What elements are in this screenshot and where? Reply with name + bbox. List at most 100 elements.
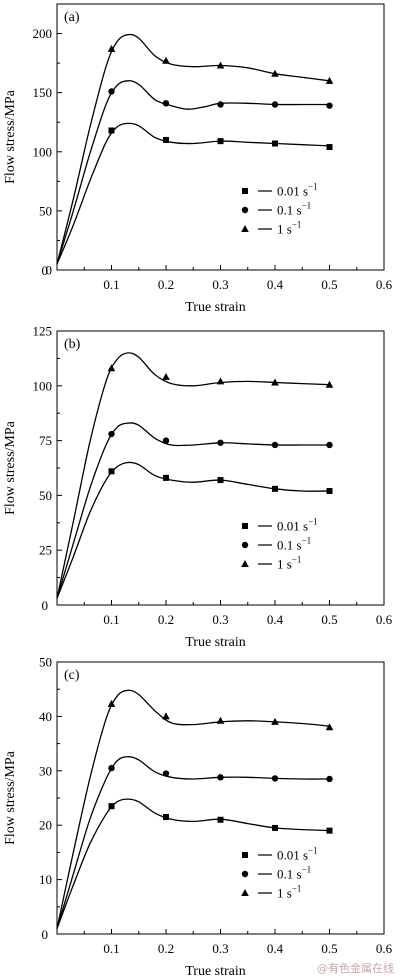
data-point-square	[163, 814, 169, 821]
data-point-triangle	[271, 717, 279, 725]
legend-entry: 0.01 s−1	[277, 182, 318, 199]
origin-label: 0	[42, 263, 49, 278]
data-point-triangle	[325, 380, 334, 388]
y-tick-label: 125	[33, 324, 53, 339]
x-tick-label: 0.5	[321, 941, 337, 956]
data-point-circle	[108, 430, 115, 438]
plot-frame	[56, 661, 385, 935]
data-point-triangle	[107, 699, 116, 707]
x-tick-label: 0.4	[267, 941, 284, 956]
legend-marker-circle	[241, 206, 249, 214]
x-tick-label: 0.1	[103, 277, 119, 292]
legend-marker-circle	[241, 870, 249, 878]
data-point-square	[326, 144, 333, 151]
legend-entry-text: 0.01 s	[277, 519, 308, 534]
data-point-triangle	[162, 56, 170, 64]
watermark-text: @有色金属在线	[317, 962, 394, 975]
legend-marker-circle	[241, 541, 249, 549]
legend-marker-triangle	[241, 560, 249, 567]
x-tick-label: 0.5	[321, 277, 337, 292]
y-tick-label: 100	[33, 378, 53, 393]
y-tick-label: 0	[46, 263, 53, 278]
x-tick-label: 0.6	[376, 612, 393, 627]
series-line-circle	[56, 80, 330, 265]
x-tick-label: 0.3	[212, 612, 228, 627]
series-line-square	[56, 798, 330, 929]
x-tick-label: 0.2	[158, 277, 174, 292]
legend-entry: 0.01 s−1	[277, 846, 318, 863]
data-point-square	[272, 140, 278, 147]
x-tick-label: 0.2	[158, 612, 174, 627]
data-point-circle	[326, 775, 333, 783]
series-line-circle	[56, 422, 330, 599]
data-point-circle	[326, 102, 333, 109]
data-point-square	[326, 488, 333, 495]
legend-entry-superscript: −1	[292, 220, 302, 230]
panel-label: (b)	[64, 337, 81, 352]
data-point-circle	[326, 441, 333, 449]
y-tick-label: 20	[39, 818, 52, 833]
legend-entry-superscript: −1	[302, 201, 312, 211]
series-line-square	[56, 461, 330, 599]
series-line-circle	[56, 756, 330, 929]
data-point-circle	[162, 437, 170, 444]
data-point-square	[108, 468, 115, 475]
series-line-square	[56, 122, 330, 265]
legend-entry-superscript: −1	[308, 182, 318, 192]
data-point-triangle	[107, 364, 116, 372]
data-point-square	[108, 127, 115, 134]
legend-entry-text: 1 s	[277, 886, 292, 901]
legend-entry: 1 s−1	[277, 555, 301, 572]
plot-frame	[56, 3, 385, 271]
data-point-circle	[217, 774, 224, 781]
legend-entry: 0.1 s−1	[277, 536, 311, 553]
y-tick-label: 75	[39, 433, 52, 448]
x-tick-label: 0.1	[103, 612, 119, 627]
x-axis-label: True strain	[185, 635, 246, 650]
legend-entry-text: 0.1 s	[277, 867, 302, 882]
legend-marker-triangle	[241, 889, 249, 896]
legend-entry-superscript: −1	[302, 536, 312, 546]
data-point-square	[217, 477, 224, 484]
legend-marker-triangle	[241, 225, 249, 232]
data-point-circle	[162, 770, 170, 777]
panel-label: (c)	[64, 668, 80, 683]
data-point-circle	[217, 101, 224, 108]
legend-entry: 0.1 s−1	[277, 201, 311, 218]
series-line-triangle	[56, 689, 330, 929]
data-point-circle	[108, 88, 115, 95]
legend-entry: 1 s−1	[277, 220, 301, 237]
data-point-triangle	[216, 716, 225, 724]
y-axis-label: Flow stress/MPa	[3, 420, 18, 515]
y-tick-label: 30	[39, 763, 52, 778]
y-tick-label: 150	[33, 85, 53, 100]
data-point-triangle	[216, 377, 225, 385]
y-axis-label: Flow stress/MPa	[3, 89, 18, 184]
legend-entry: 1 s−1	[277, 884, 301, 901]
data-point-circle	[271, 775, 279, 782]
data-point-square	[217, 138, 224, 145]
legend-entry-text: 0.01 s	[277, 184, 308, 199]
data-point-circle	[217, 439, 224, 446]
legend-entry-superscript: −1	[302, 865, 312, 875]
y-tick-label: 50	[39, 488, 52, 503]
data-point-triangle	[271, 69, 279, 77]
y-tick-label: 40	[39, 709, 52, 724]
data-point-circle	[108, 764, 115, 772]
chart-panel-0: 0.1 0.2 0.3 0.4 0.5 0.6 0 50 100 150 200 0 True stra…	[3, 3, 393, 315]
chart-panel-1: 0.1 0.2 0.3 0.4 0.5 0.6 25 50 75 100 125 0 True stra…	[3, 324, 393, 651]
y-tick-label: 10	[39, 872, 52, 887]
y-tick-label: 50	[39, 203, 52, 218]
legend-marker-square	[242, 523, 248, 529]
legend-entry-superscript: −1	[292, 555, 302, 565]
data-point-square	[326, 827, 333, 834]
origin-label: 0	[42, 598, 49, 613]
x-tick-label: 0.5	[321, 612, 337, 627]
legend-entry-superscript: −1	[308, 517, 318, 527]
x-tick-label: 0.6	[376, 277, 393, 292]
data-point-triangle	[325, 723, 334, 731]
legend-entry-text: 0.1 s	[277, 203, 302, 218]
y-axis-label: Flow stress/MPa	[3, 750, 18, 845]
series-line-triangle	[56, 33, 330, 265]
